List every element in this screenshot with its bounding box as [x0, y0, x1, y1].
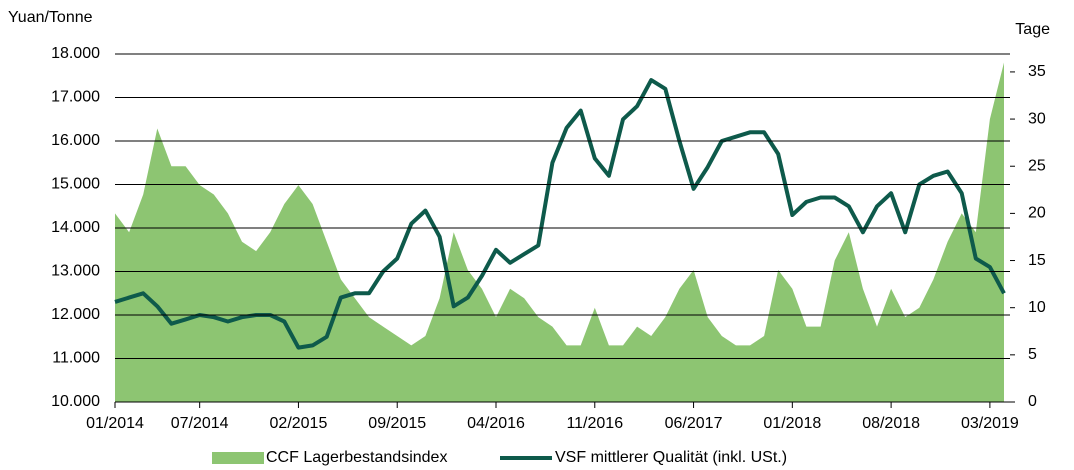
y2-tick-label: 25	[1028, 157, 1046, 174]
x-tick-label: 02/2015	[270, 415, 328, 432]
y-tick-label: 16.000	[51, 132, 100, 149]
x-tick-label: 03/2019	[961, 415, 1019, 432]
y-axis-label: Yuan/Tonne	[8, 9, 93, 26]
y-tick-label: 14.000	[51, 219, 100, 236]
y-tick-label: 17.000	[51, 89, 100, 106]
x-tick-label: 01/2018	[763, 415, 821, 432]
x-tick-label: 08/2018	[862, 415, 920, 432]
y2-tick-label: 15	[1028, 252, 1046, 269]
y-tick-label: 12.000	[51, 306, 100, 323]
plot-area	[114, 62, 1006, 402]
y2-tick-label: 5	[1028, 346, 1037, 363]
y-tick-label: 11.000	[52, 350, 100, 367]
x-tick-label: 01/2014	[86, 415, 144, 432]
y-tick-label: 13.000	[51, 263, 100, 280]
area	[115, 62, 1004, 402]
y2-tick-label: 10	[1028, 299, 1046, 316]
x-tick-label: 09/2015	[368, 415, 426, 432]
legend-label: CCF Lagerbestandsindex	[266, 449, 447, 466]
y2-tick-label: 35	[1028, 63, 1046, 80]
legend-label: VSF mittlerer Qualität (inkl. USt.)	[555, 449, 787, 466]
y-tick-label: 15.000	[51, 176, 100, 193]
legend-swatch	[212, 452, 264, 464]
x-tick-label: 07/2014	[171, 415, 229, 432]
y-tick-label: 10.000	[51, 393, 100, 410]
x-tick-label: 04/2016	[467, 415, 525, 432]
x-tick-label: 06/2017	[665, 415, 723, 432]
y2-tick-label: 0	[1028, 393, 1037, 410]
y2-axis-label: Tage	[1015, 21, 1050, 38]
y2-tick-label: 20	[1028, 205, 1046, 222]
y-tick-label: 18.000	[51, 45, 100, 62]
y2-tick-label: 30	[1028, 110, 1046, 127]
x-tick-label: 11/2016	[566, 415, 623, 432]
